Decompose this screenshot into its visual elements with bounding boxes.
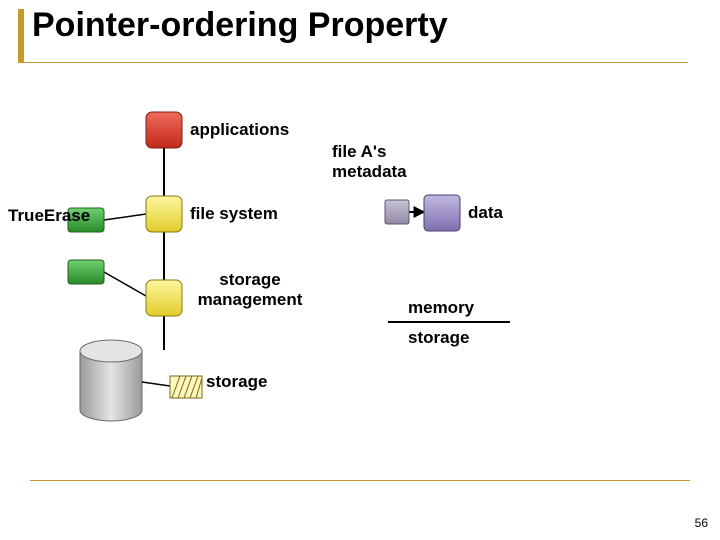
file-system-block xyxy=(146,196,182,232)
trueerase-label: TrueErase xyxy=(8,206,90,226)
memory-label: memory xyxy=(408,298,474,318)
storage-mgmt-line2: management xyxy=(198,290,303,309)
slide: Pointer-ordering Property xyxy=(0,0,720,540)
diagram-canvas xyxy=(0,0,720,540)
storage-right-label: storage xyxy=(408,328,469,348)
file-a-line2: metadata xyxy=(332,162,407,181)
storage-doc-icon xyxy=(170,376,202,398)
data-label: data xyxy=(468,203,503,223)
file-a-metadata-label: file A's metadata xyxy=(332,142,432,181)
connector-green1 xyxy=(104,214,146,220)
page-number: 56 xyxy=(695,516,708,530)
storage-cylinder xyxy=(80,340,142,421)
connector-cylinder-doc xyxy=(142,382,170,386)
storage-mgmt-line1: storage xyxy=(219,270,280,289)
storage-management-block xyxy=(146,280,182,316)
metadata-block xyxy=(385,200,409,224)
footer-rule xyxy=(30,480,690,481)
applications-block xyxy=(146,112,182,148)
file-system-label: file system xyxy=(190,204,278,224)
applications-label: applications xyxy=(190,120,289,140)
trueerase-block-2 xyxy=(68,260,104,284)
data-block xyxy=(424,195,460,231)
storage-management-label: storage management xyxy=(190,270,310,309)
connector-green2 xyxy=(104,272,146,296)
storage-bottom-label: storage xyxy=(206,372,267,392)
file-a-line1: file A's xyxy=(332,142,386,161)
